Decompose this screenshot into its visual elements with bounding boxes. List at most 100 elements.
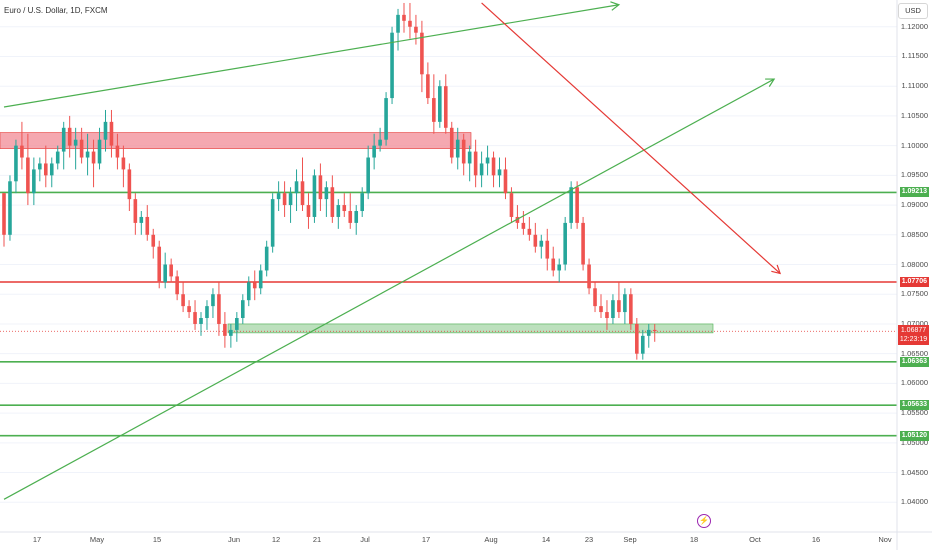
candle	[127, 163, 132, 212]
price-tick-label: 1.07500	[900, 289, 928, 299]
trendline	[3, 78, 775, 500]
candle	[235, 312, 239, 342]
candle	[378, 127, 382, 152]
candlestick-series	[2, 2, 657, 360]
candle	[372, 133, 376, 170]
price-tick-label: 1.05500	[900, 408, 928, 418]
candle	[551, 246, 556, 277]
candle	[258, 264, 263, 295]
candle	[461, 133, 466, 176]
candle	[485, 145, 490, 176]
support-zone	[227, 323, 714, 334]
candle	[26, 133, 30, 206]
candle	[336, 199, 341, 229]
candle	[390, 26, 394, 105]
candle	[318, 163, 323, 212]
candle	[73, 127, 78, 170]
time-tick-label: Aug	[484, 535, 498, 544]
candle	[85, 133, 90, 176]
candle	[414, 14, 418, 45]
candle	[38, 157, 42, 182]
candle	[32, 157, 36, 206]
candle	[623, 288, 627, 324]
candle	[246, 276, 251, 307]
time-tick-label: 15	[152, 535, 162, 544]
candle	[527, 216, 532, 241]
currency-button[interactable]: USD	[898, 3, 928, 19]
candle	[473, 139, 478, 188]
trendline	[481, 2, 781, 274]
candle	[241, 294, 245, 324]
candle	[288, 187, 293, 223]
price-tick-label: 1.09500	[900, 170, 928, 180]
candle	[217, 282, 221, 336]
price-tick-label: 1.10500	[900, 110, 928, 120]
candle	[163, 252, 167, 289]
candle	[432, 74, 436, 134]
candle	[443, 74, 448, 134]
time-tick-label: Sep	[623, 535, 637, 544]
candle	[252, 270, 257, 301]
time-tick-label: Jun	[227, 535, 241, 544]
candle	[229, 323, 233, 348]
candle	[539, 234, 544, 259]
time-tick-label: 17	[32, 535, 42, 544]
price-tick-label: 1.06500	[900, 348, 928, 358]
candle	[97, 127, 102, 170]
candle	[223, 312, 227, 348]
candle	[67, 115, 72, 158]
candle	[181, 282, 185, 313]
candle	[300, 157, 305, 212]
candle	[61, 121, 66, 170]
time-tick-label: 18	[689, 535, 699, 544]
trendline-arrowhead	[765, 78, 776, 87]
price-tick-label: 1.04500	[900, 467, 928, 477]
candle	[175, 270, 179, 301]
candle	[569, 181, 573, 229]
time-tick-label: Oct	[749, 535, 761, 544]
level-price-badge: 1.07706	[899, 276, 929, 287]
candle	[629, 288, 633, 330]
candle	[557, 258, 562, 283]
time-tick-label: 12	[271, 535, 281, 544]
candle	[264, 240, 269, 277]
price-tick-label: 1.07000	[900, 318, 928, 328]
price-tick-label: 1.09000	[900, 200, 928, 210]
candle	[145, 205, 150, 241]
lightning-icon[interactable]: ⚡	[697, 514, 711, 528]
candle	[497, 157, 502, 188]
price-tick-label: 1.11500	[901, 51, 928, 61]
candle	[133, 193, 138, 235]
candle	[199, 312, 203, 336]
time-tick-label: 21	[312, 535, 322, 544]
candle	[43, 145, 48, 188]
candle	[384, 92, 388, 146]
candle	[187, 300, 191, 319]
candle	[2, 193, 6, 247]
candle	[348, 193, 353, 229]
candle	[581, 216, 585, 271]
candle	[312, 169, 317, 223]
price-tick-label: 1.11000	[901, 81, 928, 91]
candle	[366, 145, 370, 200]
time-tick-label: May	[89, 535, 105, 544]
time-tick-label: Nov	[878, 535, 892, 544]
candle	[276, 181, 281, 212]
level-price-badge: 1.09213	[899, 187, 929, 198]
candle	[408, 2, 412, 39]
candle	[491, 151, 496, 188]
level-price-badge: 1.05120	[899, 430, 929, 441]
candle	[521, 211, 526, 235]
candle	[533, 222, 538, 253]
horizontal-levels	[0, 191, 897, 437]
price-tick-label: 1.06000	[900, 378, 928, 388]
candle	[49, 157, 54, 188]
candle	[617, 282, 621, 319]
candle	[193, 300, 197, 330]
candle	[402, 2, 406, 33]
candle	[467, 145, 472, 182]
candle	[205, 300, 209, 330]
time-tick-label: 14	[541, 535, 551, 544]
trendlines	[3, 1, 782, 500]
